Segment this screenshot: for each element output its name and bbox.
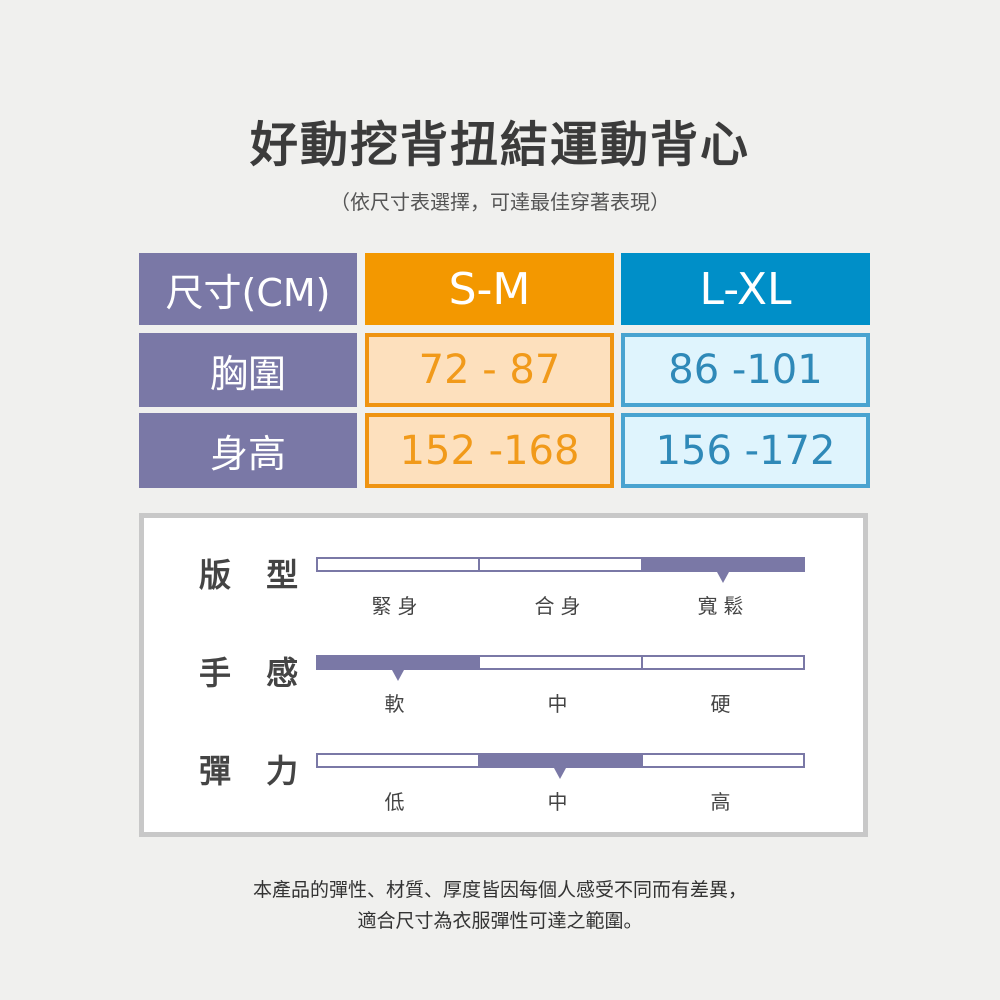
attribute-label: 彈 力: [199, 752, 311, 790]
scale-segment-selected: [642, 557, 805, 583]
scale-option-label: 合身: [534, 594, 587, 618]
scale-option-label: 中: [547, 790, 574, 814]
row-label-height: 身高: [139, 413, 357, 488]
scale-segment-selected: [316, 655, 481, 681]
product-title: 好動挖背扭結運動背心: [249, 117, 750, 173]
scale-option-label: 高: [710, 790, 737, 814]
footer-line-1: 本產品的彈性、材質、厚度皆因每個人感受不同而有差異，: [252, 879, 747, 901]
scale-option-label: 寬鬆: [697, 594, 750, 618]
footer-line-2: 適合尺寸為衣服彈性可達之範圍。: [357, 910, 643, 932]
scale-segment: [480, 655, 643, 670]
attribute-panel: 版 型緊身 合身 寬鬆手 感軟中硬彈 力低中高: [139, 513, 868, 837]
chest-s-m: 72 - 87: [365, 333, 614, 407]
attribute-scale-bar: [316, 655, 805, 681]
scale-option-label: 軟: [384, 692, 411, 716]
subtitle: （依尺寸表選擇，可達最佳穿著表現）: [330, 190, 670, 214]
attribute-scale-bar: [316, 557, 805, 583]
header-s-m: S-M: [365, 253, 614, 325]
height-s-m: 152 -168: [365, 413, 614, 488]
attribute-label: 版 型: [199, 556, 311, 594]
header-size-unit: 尺寸(CM): [139, 253, 357, 325]
scale-option-label: 硬: [710, 692, 737, 716]
row-label-chest: 胸圍: [139, 333, 357, 407]
scale-segment-selected: [480, 753, 643, 779]
scale-segment: [316, 753, 481, 768]
scale-option-label: 中: [547, 692, 574, 716]
scale-segment: [642, 753, 805, 768]
attribute-scale-bar: [316, 753, 805, 779]
attribute-label: 手 感: [199, 654, 311, 692]
scale-option-label: 緊身: [371, 594, 424, 618]
scale-segment: [480, 557, 643, 572]
scale-option-label: 低: [384, 790, 411, 814]
scale-segment: [316, 557, 481, 572]
scale-segment: [642, 655, 805, 670]
header-l-xl: L-XL: [621, 253, 870, 325]
height-l-xl: 156 -172: [621, 413, 870, 488]
chest-l-xl: 86 -101: [621, 333, 870, 407]
